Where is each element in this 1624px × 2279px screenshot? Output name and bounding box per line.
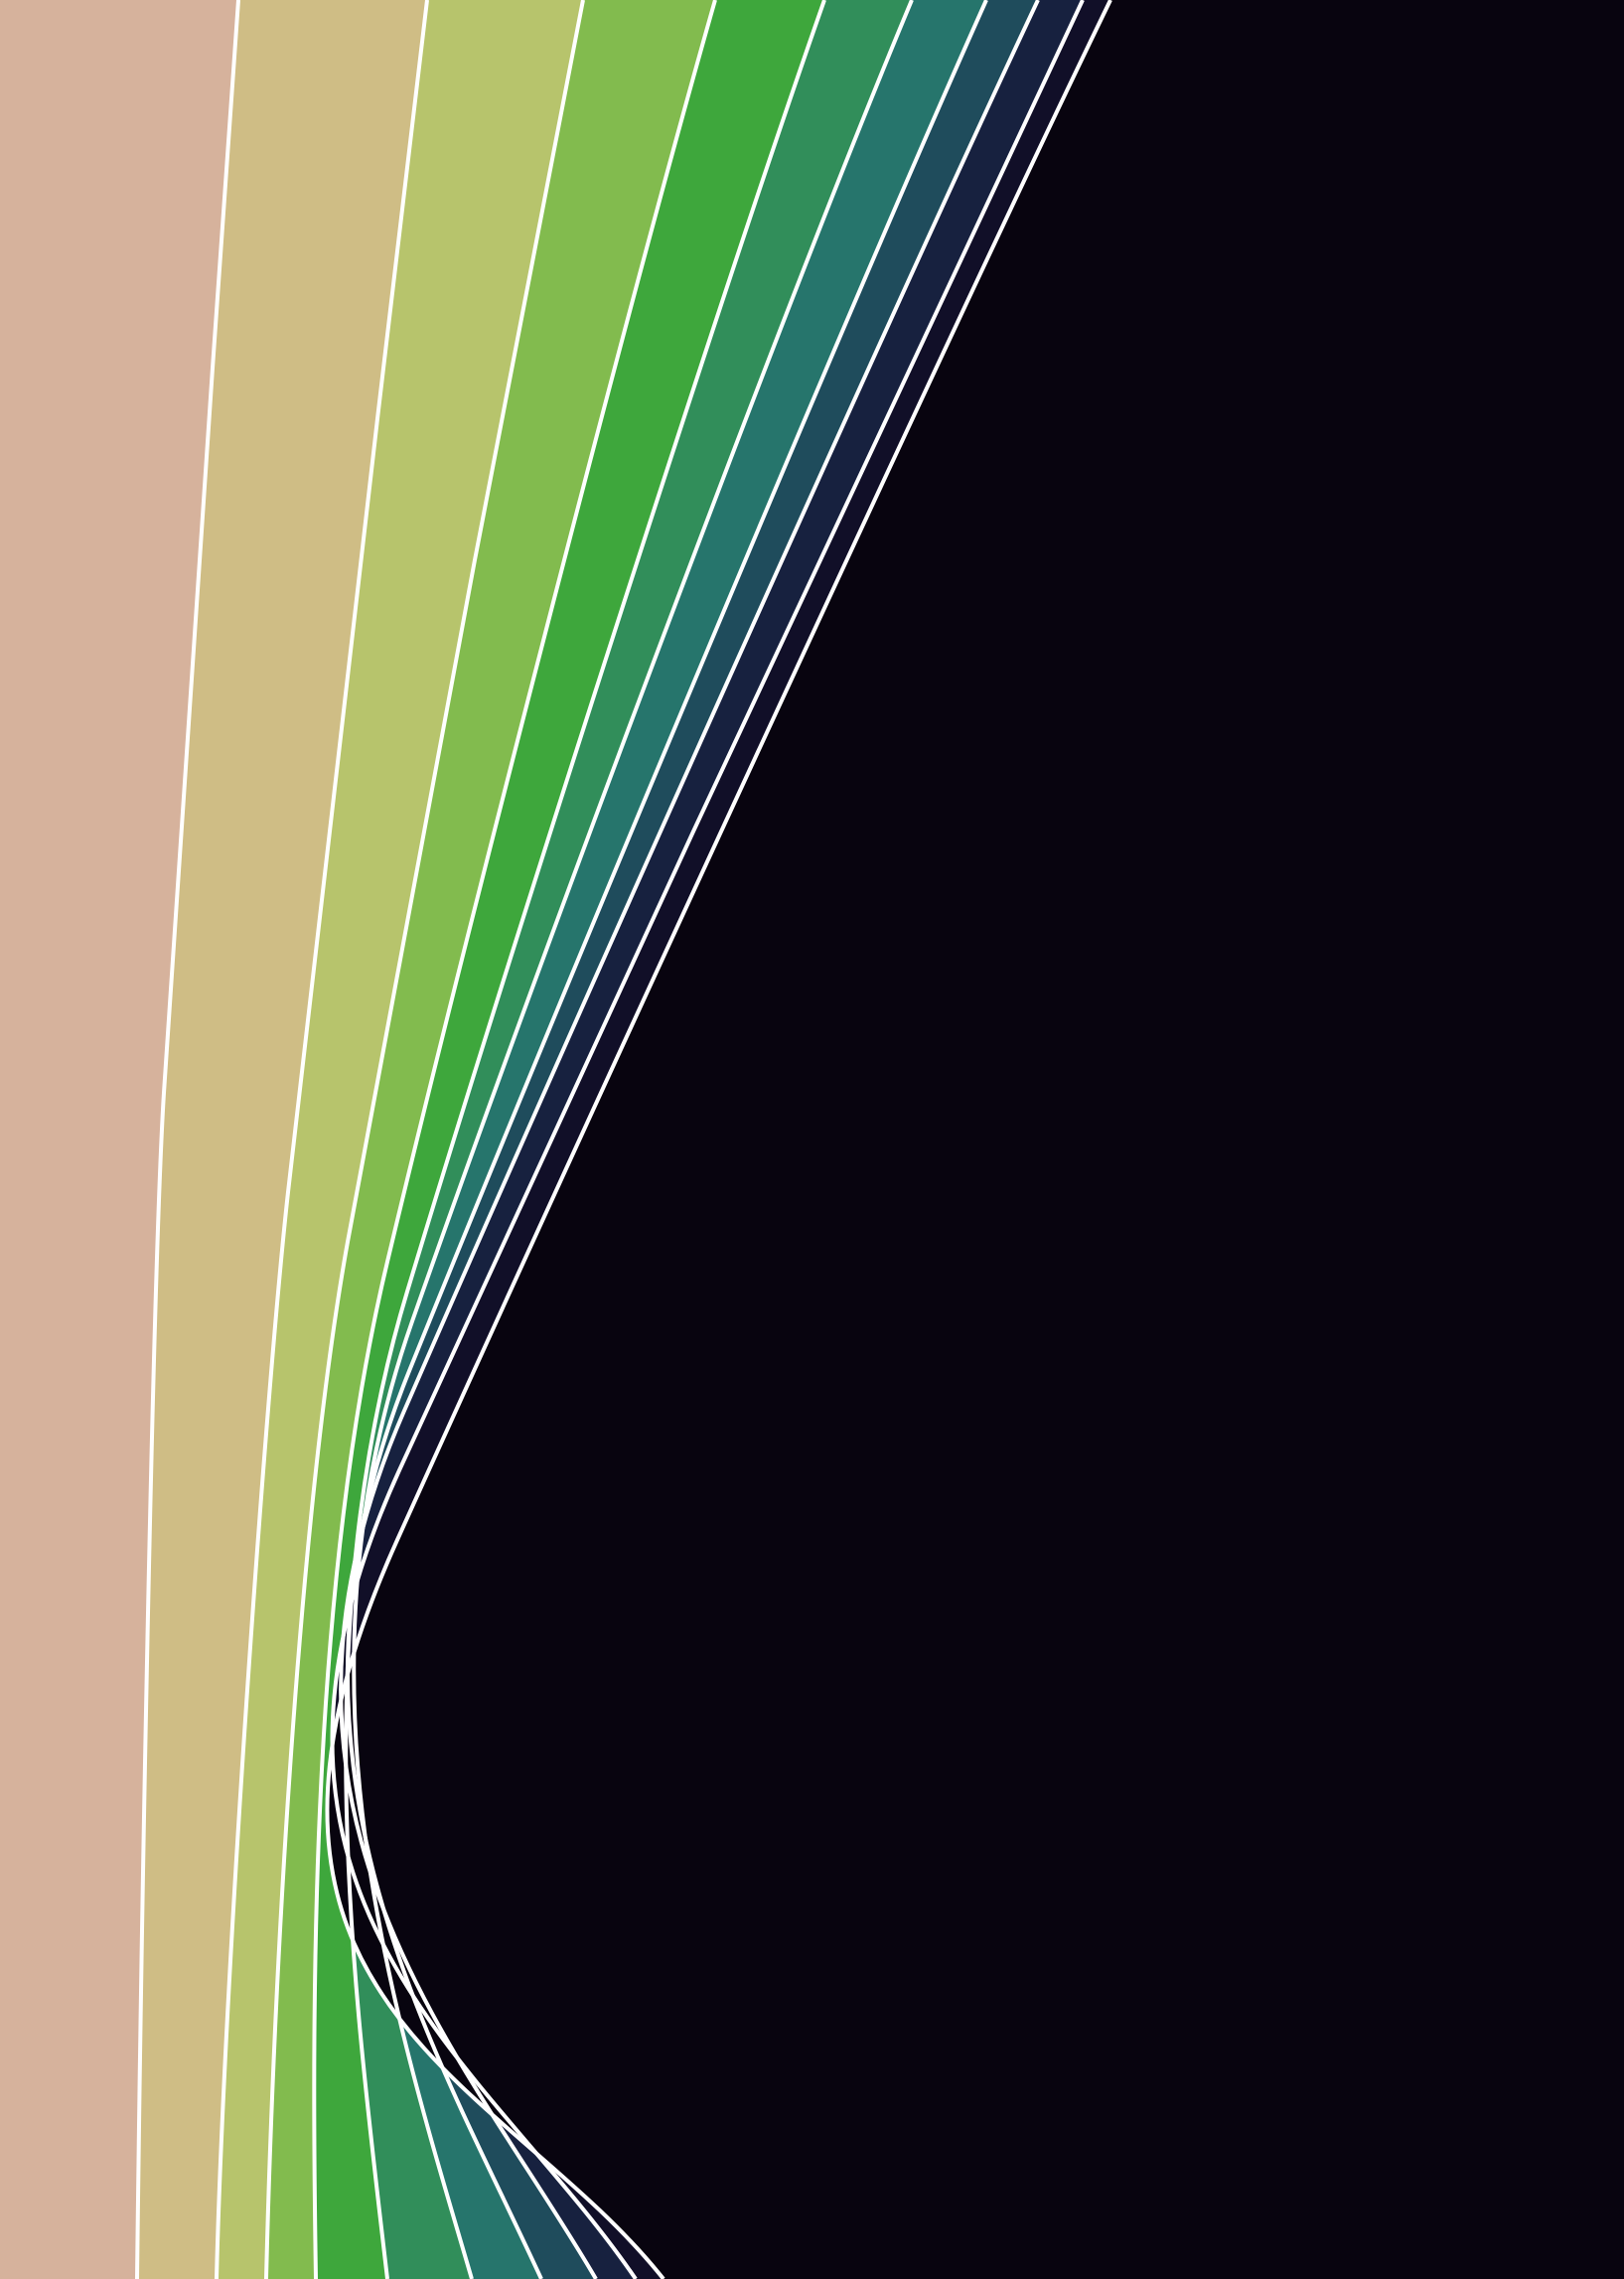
divider-line-3 [264,0,585,2279]
color-band-7 [347,0,986,2279]
divider-line-4 [312,0,717,2279]
divider-line-9 [330,0,1085,2279]
divider-line-2 [215,0,429,2279]
color-band-4 [266,0,715,2279]
color-band-2 [137,0,427,2279]
color-band-3 [217,0,583,2279]
divider-line-1 [135,0,240,2279]
divider-lines [135,0,1112,2279]
divider-line-10 [325,0,1112,2279]
color-band-6 [346,0,913,2279]
color-band-11 [327,0,1624,2279]
divider-line-6 [352,0,914,2279]
divider-line-8 [339,0,1040,2279]
color-band-1 [0,0,238,2279]
divider-line-5 [344,0,826,2279]
